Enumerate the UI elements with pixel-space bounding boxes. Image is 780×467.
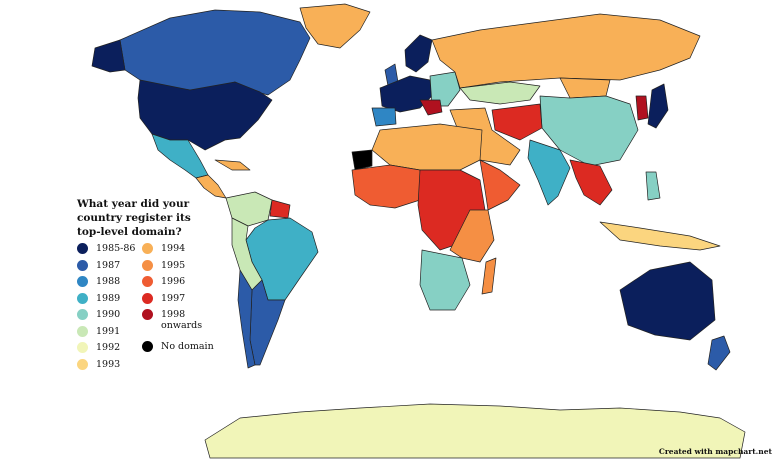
legend-item: 1987 <box>77 259 135 277</box>
legend-swatch <box>142 276 153 287</box>
legend-swatch <box>142 243 153 254</box>
credit-text: Created with mapchart.net <box>658 447 772 456</box>
region-north-africa[interactable] <box>371 123 483 171</box>
region-indonesia[interactable] <box>599 221 721 251</box>
legend-swatch <box>77 325 88 337</box>
legend-swatch <box>77 243 88 254</box>
region-scandinavia[interactable] <box>404 34 433 73</box>
region-iran-afghanistan[interactable] <box>491 103 543 141</box>
legend-left-column: 1985-86 1987 1988 1989 1990 1991 1992 19… <box>77 243 135 375</box>
legend-label: 1991 <box>96 325 121 337</box>
legend-item: 1993 <box>77 358 135 376</box>
legend-label: 1985-86 <box>96 243 136 254</box>
legend-item: No domain <box>142 341 214 358</box>
legend-item: 1991 <box>77 325 135 343</box>
legend-item: 1989 <box>77 292 135 310</box>
legend-swatch <box>142 341 153 352</box>
legend-label: 1992 <box>96 342 121 353</box>
region-west-africa[interactable] <box>351 164 421 209</box>
region-usa[interactable] <box>137 79 273 151</box>
region-antarctica[interactable] <box>204 403 746 459</box>
legend-item: 1994 <box>142 243 214 260</box>
legend-label: 1997 <box>161 292 186 304</box>
region-guianas[interactable] <box>269 199 291 219</box>
legend-swatch <box>77 259 88 271</box>
region-kazakhstan[interactable] <box>459 81 541 105</box>
legend-label: 1998 onwards <box>161 309 203 331</box>
region-madagascar[interactable] <box>481 257 497 295</box>
legend-label: 1996 <box>161 276 186 287</box>
region-japan[interactable] <box>647 83 669 129</box>
legend-label: 1988 <box>96 276 121 287</box>
region-iberia[interactable] <box>371 107 397 127</box>
region-korea[interactable] <box>635 95 649 121</box>
legend-swatch <box>142 292 153 304</box>
region-balkans[interactable] <box>419 99 443 116</box>
legend-item: 1992 <box>77 342 135 359</box>
legend-title: What year did your country register its … <box>77 198 191 238</box>
legend-item: 1998 onwards <box>142 309 214 339</box>
legend-swatch <box>142 259 153 271</box>
region-chile[interactable] <box>237 269 256 369</box>
region-western-sahara[interactable] <box>351 149 373 171</box>
legend-right-column: 1994 1995 1996 1997 1998 onwards No doma… <box>142 243 214 358</box>
legend-swatch <box>142 309 153 320</box>
legend-swatch <box>77 292 88 304</box>
region-southeast-asia[interactable] <box>569 159 613 206</box>
legend-label: 1990 <box>96 309 121 320</box>
region-india[interactable] <box>527 139 571 206</box>
legend-label: 1989 <box>96 292 121 304</box>
legend-item: 1995 <box>142 259 214 277</box>
region-mongolia[interactable] <box>559 77 611 99</box>
region-horn-africa[interactable] <box>479 159 521 211</box>
legend-label: 1987 <box>96 259 121 271</box>
region-greenland[interactable] <box>299 3 371 49</box>
region-new-zealand[interactable] <box>707 335 731 371</box>
region-china[interactable] <box>539 95 639 167</box>
region-east-africa[interactable] <box>449 209 495 263</box>
region-philippines[interactable] <box>645 171 661 201</box>
region-southern-africa[interactable] <box>419 249 471 311</box>
legend-label: No domain <box>161 341 214 352</box>
legend-label: 1995 <box>161 259 186 271</box>
legend-swatch <box>77 342 88 353</box>
region-alaska[interactable] <box>91 39 126 73</box>
region-russia[interactable] <box>431 13 701 89</box>
legend-item: 1996 <box>142 276 214 293</box>
legend-swatch <box>77 309 88 320</box>
legend-label: 1993 <box>96 358 121 370</box>
region-caribbean[interactable] <box>214 159 251 171</box>
legend-item: 1985-86 <box>77 243 135 260</box>
legend-label: 1994 <box>161 243 186 254</box>
legend-item: 1990 <box>77 309 135 326</box>
legend-swatch <box>77 358 88 370</box>
legend-swatch <box>77 276 88 287</box>
region-australia[interactable] <box>619 261 716 341</box>
legend-item: 1997 <box>142 292 214 310</box>
legend-item: 1988 <box>77 276 135 293</box>
region-central-america[interactable] <box>195 174 227 199</box>
